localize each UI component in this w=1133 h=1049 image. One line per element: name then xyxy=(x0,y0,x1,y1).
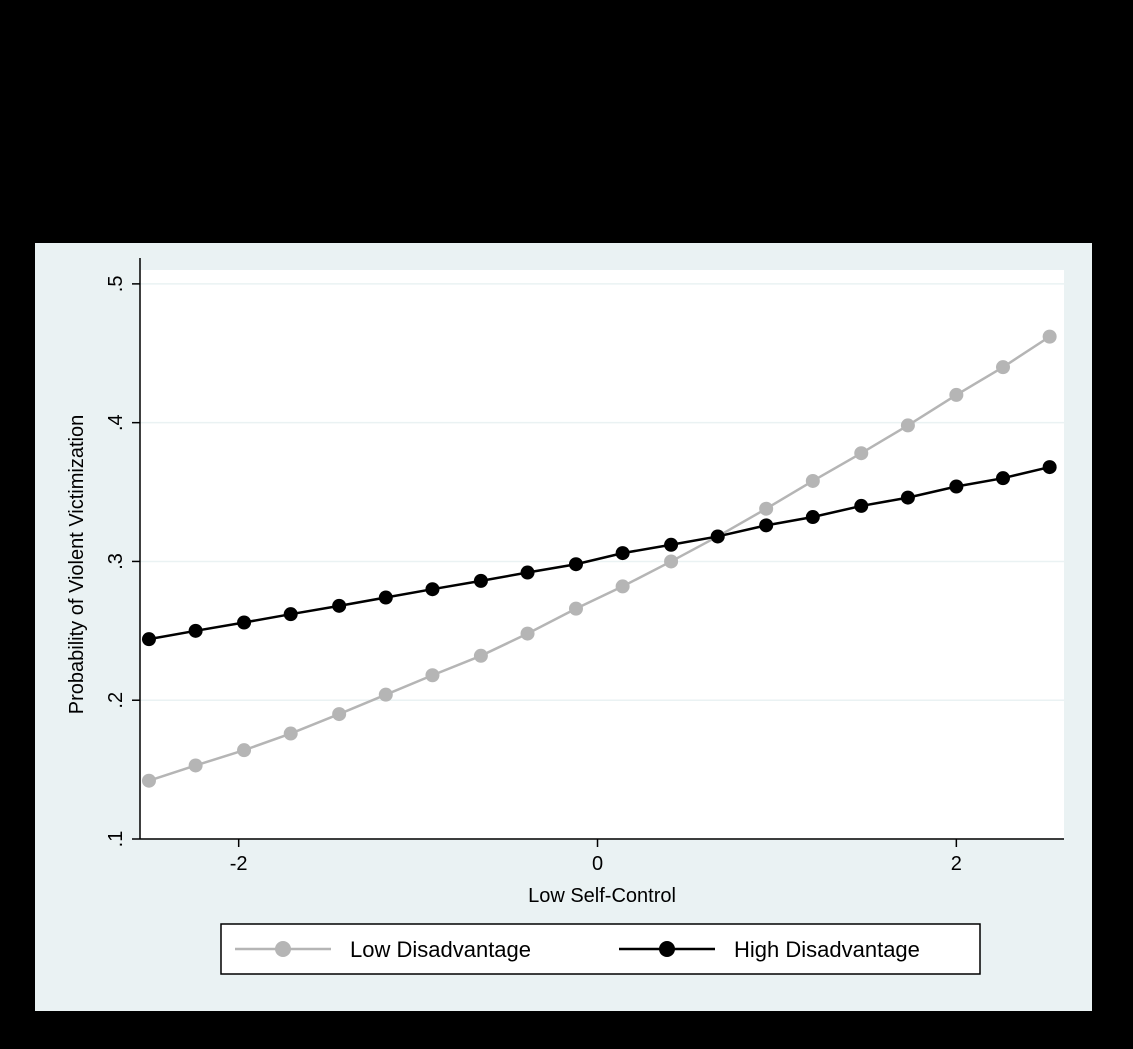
series-0-point-2 xyxy=(237,743,252,758)
x-axis-title: Low Self-Control xyxy=(528,885,676,907)
chart-svg: .1 .2 .3 .4 .5 -2 0 2 Low Self-Control Probabil… xyxy=(66,258,1064,975)
series-1-point-8 xyxy=(520,565,535,580)
legend-marker-1 xyxy=(659,941,675,957)
series-0-point-6 xyxy=(425,668,440,683)
series-1-point-18 xyxy=(995,471,1010,486)
series-1-point-7 xyxy=(473,573,488,588)
series-0-point-13 xyxy=(759,501,774,516)
series-1-point-9 xyxy=(568,557,583,572)
series-0-point-17 xyxy=(949,387,964,402)
series-0-point-0 xyxy=(141,773,156,788)
x-tick-label-1: 0 xyxy=(592,853,603,875)
series-1-point-4 xyxy=(332,598,347,613)
series-1-point-13 xyxy=(759,518,774,533)
series-0-point-14 xyxy=(805,473,820,488)
series-1-point-14 xyxy=(805,510,820,525)
series-1-point-6 xyxy=(425,582,440,597)
series-0-point-19 xyxy=(1042,329,1057,344)
series-0-point-10 xyxy=(615,579,630,594)
series-layer xyxy=(141,329,1057,788)
series-0-point-5 xyxy=(378,687,393,702)
y-tick-label-2: .3 xyxy=(105,553,127,570)
y-tick-label-1: .2 xyxy=(105,692,127,709)
series-1-point-5 xyxy=(378,590,393,605)
y-tick-label-0: .1 xyxy=(105,831,127,848)
y-axis-title: Probability of Violent Victimization xyxy=(66,415,88,714)
y-tick-label-4: .5 xyxy=(105,276,127,293)
y-tick-label-3: .4 xyxy=(105,414,127,431)
series-1-point-17 xyxy=(949,479,964,494)
axes: .1 .2 .3 .4 .5 -2 0 2 xyxy=(105,258,1064,875)
series-1-point-2 xyxy=(237,615,252,630)
series-1-point-12 xyxy=(710,529,725,544)
series-0-point-18 xyxy=(995,360,1010,375)
x-tick-label-0: -2 xyxy=(230,853,248,875)
series-0-point-7 xyxy=(473,648,488,663)
plot-area xyxy=(140,270,1064,839)
series-1-point-16 xyxy=(900,490,915,505)
legend-label-0: Low Disadvantage xyxy=(350,937,531,962)
series-0-point-9 xyxy=(568,601,583,616)
series-0-point-3 xyxy=(283,726,298,741)
chart-panel: .1 .2 .3 .4 .5 -2 0 2 Low Self-Control Probabil… xyxy=(35,243,1092,1011)
legend-label-1: High Disadvantage xyxy=(734,937,920,962)
series-1-point-11 xyxy=(664,537,679,552)
series-1-point-3 xyxy=(283,607,298,622)
legend: Low Disadvantage High Disadvantage xyxy=(220,923,981,975)
legend-marker-0 xyxy=(275,941,291,957)
series-0-point-8 xyxy=(520,626,535,641)
series-1-point-0 xyxy=(141,632,156,647)
series-1-point-1 xyxy=(188,623,203,638)
series-0-point-15 xyxy=(854,446,869,461)
series-0-point-4 xyxy=(332,707,347,722)
series-1-point-19 xyxy=(1042,460,1057,475)
legend-box xyxy=(220,923,981,975)
series-0-point-11 xyxy=(664,554,679,569)
series-line-0 xyxy=(148,335,1051,782)
series-1-point-15 xyxy=(854,498,869,513)
series-0-point-16 xyxy=(900,418,915,433)
series-1-point-10 xyxy=(615,546,630,561)
x-tick-label-2: 2 xyxy=(951,853,962,875)
series-line-1 xyxy=(148,465,1050,641)
series-0-point-1 xyxy=(188,758,203,773)
